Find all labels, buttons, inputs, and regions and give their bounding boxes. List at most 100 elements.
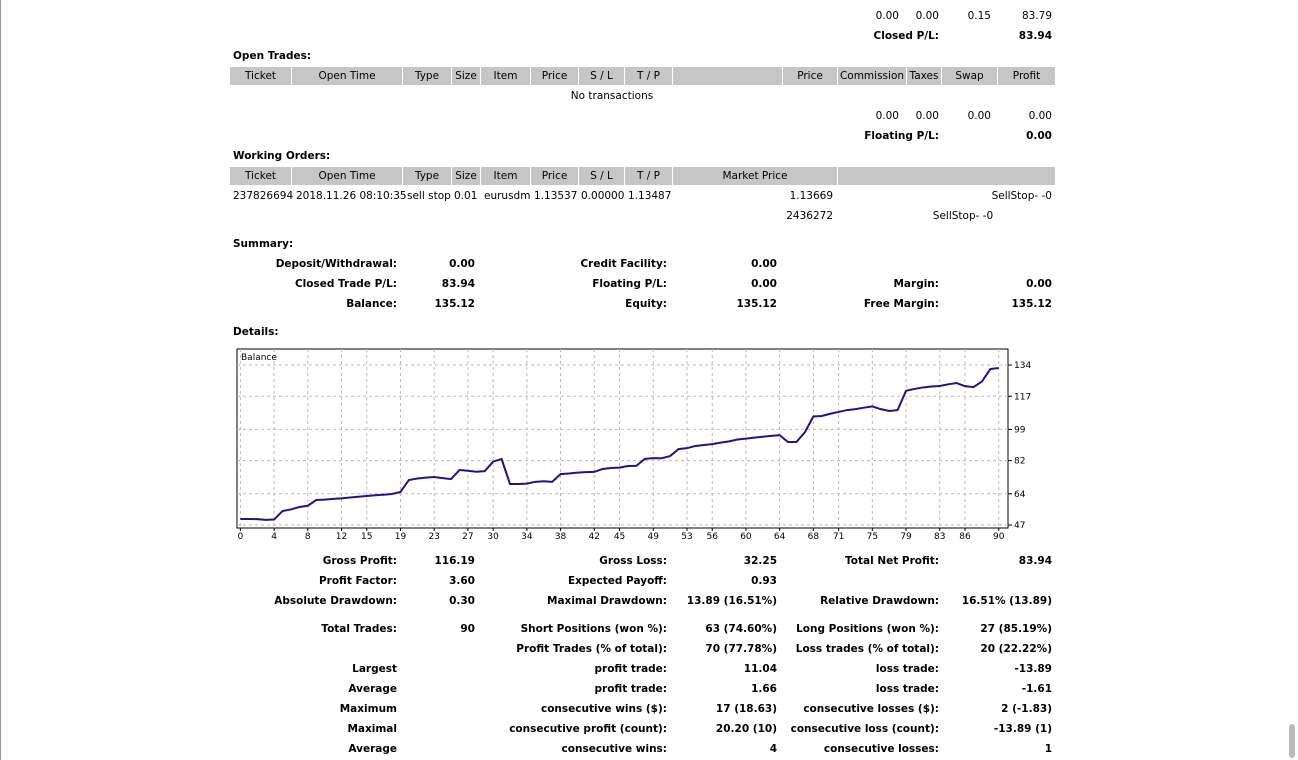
stat-label: Deposit/Withdrawal:	[275, 258, 397, 270]
stat-label: Free Margin:	[863, 298, 939, 310]
stat-value: 135.12	[1011, 298, 1052, 310]
stat-label: consecutive wins ($):	[540, 703, 667, 715]
stat-label: consecutive losses ($):	[803, 703, 939, 715]
stat-label: Profit Trades (% of total):	[516, 643, 667, 655]
legend: Balance	[241, 353, 277, 363]
x-tick-label: 27	[462, 532, 473, 542]
stat-label: consecutive profit (count):	[509, 723, 667, 735]
stat-value: 0.93	[751, 575, 777, 587]
header-cell: Price	[530, 67, 578, 85]
header-cell: S / L	[578, 167, 624, 185]
stat-label: Maximal	[347, 723, 397, 735]
stat-value: 13.89 (16.51%)	[686, 595, 777, 607]
stat-label: Loss trades (% of total):	[795, 643, 939, 655]
total-label: Closed P/L:	[873, 30, 939, 42]
x-tick-label: 64	[774, 532, 786, 542]
order-cell: SellStop- -0	[991, 190, 1052, 202]
stat-label: Credit Facility:	[580, 258, 667, 270]
total-value: 83.79	[1021, 10, 1052, 22]
x-tick-label: 68	[808, 532, 820, 542]
stat-value: 16.51% (13.89)	[961, 595, 1052, 607]
x-tick-label: 53	[681, 532, 692, 542]
empty-message: No transactions	[570, 90, 654, 102]
stat-value: 0.00	[751, 258, 777, 270]
order-cell: 1.13537	[534, 190, 578, 202]
stat-value: -13.89 (1)	[993, 723, 1052, 735]
x-tick-label: 56	[707, 532, 719, 542]
stat-label: consecutive losses:	[823, 743, 939, 755]
x-tick-label: 19	[395, 532, 407, 542]
stat-value: 20 (22.22%)	[980, 643, 1052, 655]
stat-value: 0.00	[1026, 278, 1052, 290]
stat-value: 83.94	[1018, 555, 1052, 567]
total-value: 0.00	[875, 10, 899, 22]
x-tick-label: 4	[271, 532, 277, 542]
stat-value: -13.89	[1014, 663, 1052, 675]
stat-value: 1.66	[751, 683, 777, 695]
stat-value: 135.12	[736, 298, 777, 310]
order-cell: 1.13487	[628, 190, 672, 202]
header-cell: Ticket	[244, 70, 277, 82]
total-value: 0.00	[915, 10, 939, 22]
stat-label: Equity:	[625, 298, 667, 310]
y-tick-label: 47	[1014, 521, 1025, 531]
order-cell: 2018.11.26 08:10:35	[296, 190, 407, 202]
header-cell: T / P	[624, 167, 672, 185]
stat-label: Long Positions (won %):	[796, 623, 939, 635]
x-tick-label: 34	[521, 532, 533, 542]
header-cell: Type	[402, 67, 451, 85]
scrollbar-thumb[interactable]	[1289, 724, 1295, 758]
x-tick-label: 0	[238, 532, 244, 542]
header-cell	[837, 167, 1055, 185]
header-cell: Open Time	[291, 67, 402, 85]
plot-area	[236, 348, 1009, 529]
section-title: Summary:	[233, 238, 294, 250]
header-cell: Ticket	[244, 170, 277, 182]
stat-label: profit trade:	[594, 683, 668, 695]
order-cell: 1.13669	[789, 190, 833, 202]
stat-label: consecutive wins:	[561, 743, 667, 755]
stat-label: consecutive loss (count):	[790, 723, 939, 735]
y-tick-label: 134	[1014, 361, 1031, 371]
total-value: 0.00	[1028, 110, 1052, 122]
stat-label: loss trade:	[875, 663, 939, 675]
stat-label: Closed Trade P/L:	[294, 278, 397, 290]
stat-label: Floating P/L:	[592, 278, 667, 290]
stat-label: Absolute Drawdown:	[274, 595, 397, 607]
x-tick-label: 49	[648, 532, 660, 542]
header-cell	[672, 67, 782, 85]
header-cell: Price	[530, 167, 578, 185]
stat-label: Gross Profit:	[322, 555, 397, 567]
header-cell: Item	[480, 67, 530, 85]
y-tick-label: 117	[1014, 392, 1031, 402]
y-tick-label: 64	[1014, 490, 1026, 500]
order-cell: eurusdm	[484, 190, 531, 202]
stat-label: Average	[348, 683, 397, 695]
stat-value: 0.30	[449, 595, 475, 607]
stat-value: 90	[460, 623, 475, 635]
stat-label: Short Positions (won %):	[520, 623, 667, 635]
stat-value: 135.12	[434, 298, 475, 310]
header-cell: Swap	[941, 67, 997, 85]
order-cell: 0.00000	[581, 190, 625, 202]
header-cell: Market Price	[672, 167, 837, 185]
stat-value: 1	[1044, 743, 1052, 755]
total-value: 83.94	[1018, 30, 1052, 42]
header-cell: Item	[480, 167, 530, 185]
x-tick-label: 30	[487, 532, 499, 542]
total-value: 0.00	[967, 110, 991, 122]
stat-value: 116.19	[434, 555, 475, 567]
stat-label: Average	[348, 743, 397, 755]
stat-label: Profit Factor:	[318, 575, 397, 587]
x-tick-label: 75	[867, 532, 878, 542]
order-cell: 0.01	[454, 190, 478, 202]
header-cell: Price	[782, 67, 837, 85]
total-value: 0.00	[915, 110, 939, 122]
stat-label: Balance:	[346, 298, 397, 310]
left-border	[0, 0, 1, 760]
x-tick-label: 38	[555, 532, 567, 542]
x-tick-label: 90	[993, 532, 1005, 542]
stat-value: 11.04	[743, 663, 777, 675]
